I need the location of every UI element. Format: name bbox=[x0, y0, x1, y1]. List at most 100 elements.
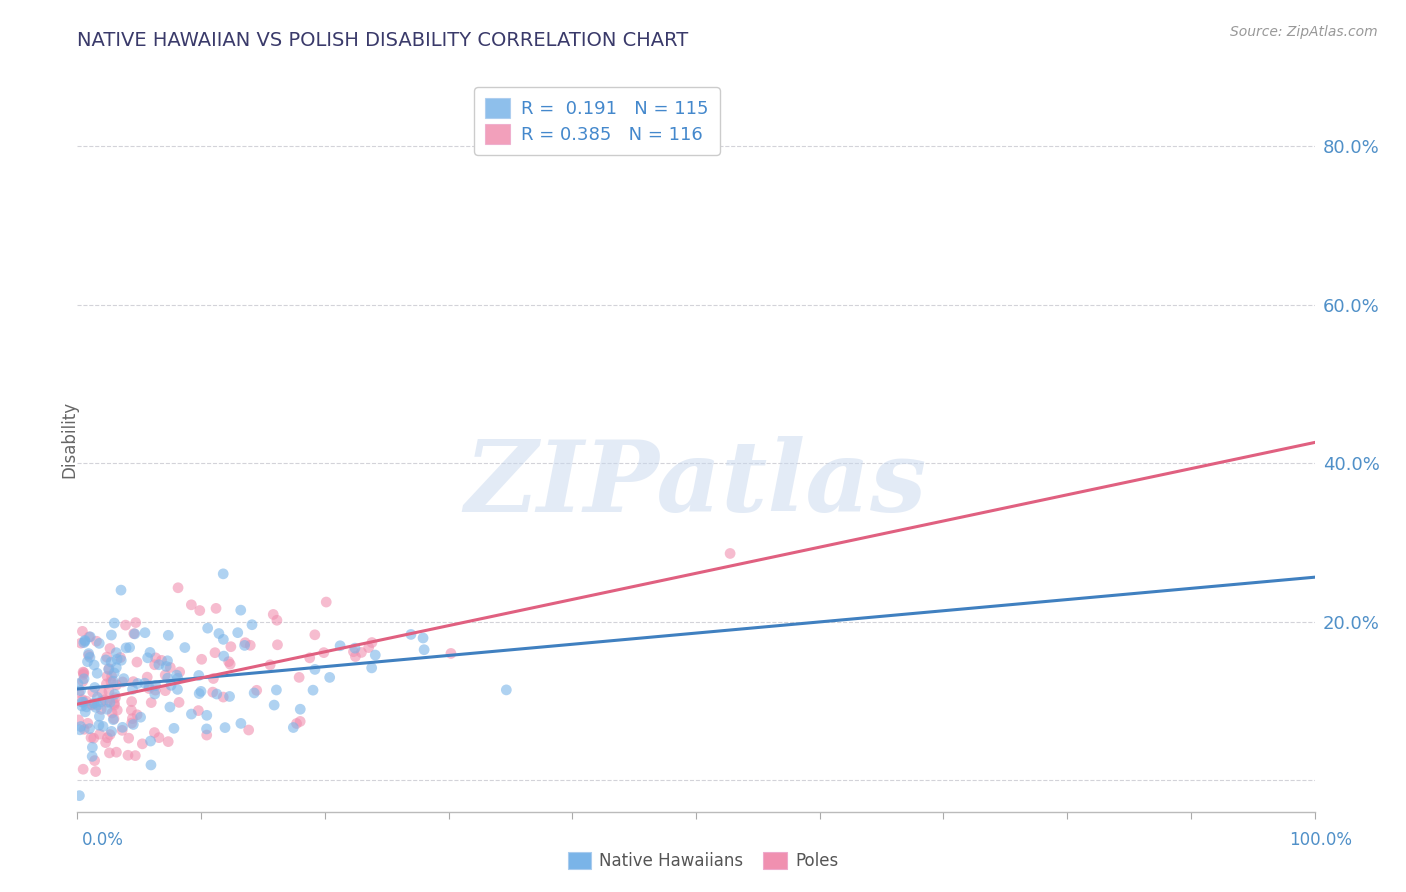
Point bbox=[190, 684, 212, 698]
Point bbox=[122, 626, 145, 640]
Point bbox=[87, 718, 110, 732]
Point bbox=[125, 655, 148, 669]
Point bbox=[156, 671, 179, 685]
Point bbox=[290, 714, 312, 729]
Point bbox=[399, 627, 422, 641]
Point bbox=[103, 713, 125, 727]
Point bbox=[329, 639, 352, 653]
Point bbox=[201, 685, 224, 699]
Point bbox=[76, 655, 98, 669]
Point bbox=[91, 686, 114, 700]
Point bbox=[187, 704, 209, 718]
Point bbox=[360, 661, 382, 675]
Point bbox=[342, 645, 364, 659]
Point bbox=[73, 723, 96, 737]
Point bbox=[263, 698, 285, 712]
Point bbox=[101, 706, 124, 720]
Point bbox=[103, 665, 125, 680]
Point bbox=[111, 720, 134, 734]
Point bbox=[124, 627, 146, 641]
Point bbox=[79, 722, 101, 736]
Point bbox=[110, 583, 132, 598]
Point bbox=[166, 668, 188, 682]
Point bbox=[233, 639, 256, 653]
Point bbox=[180, 707, 202, 722]
Point bbox=[124, 748, 146, 763]
Point bbox=[70, 695, 93, 709]
Point bbox=[440, 647, 463, 661]
Point bbox=[104, 687, 127, 701]
Point bbox=[204, 646, 226, 660]
Point bbox=[180, 598, 202, 612]
Point bbox=[239, 638, 262, 652]
Point bbox=[302, 683, 325, 698]
Point bbox=[86, 698, 108, 712]
Point bbox=[69, 723, 91, 737]
Point bbox=[73, 633, 96, 648]
Point bbox=[75, 705, 97, 719]
Point bbox=[83, 657, 105, 672]
Point bbox=[218, 655, 240, 669]
Point bbox=[76, 716, 98, 731]
Point bbox=[718, 546, 741, 560]
Point bbox=[72, 665, 94, 679]
Point bbox=[75, 694, 97, 708]
Point bbox=[143, 687, 166, 701]
Point bbox=[143, 725, 166, 739]
Point bbox=[73, 636, 96, 650]
Point bbox=[89, 709, 111, 723]
Point bbox=[100, 674, 122, 689]
Point bbox=[91, 719, 114, 733]
Point bbox=[212, 566, 235, 581]
Text: ZIPatlas: ZIPatlas bbox=[465, 436, 927, 533]
Point bbox=[304, 628, 326, 642]
Point bbox=[315, 595, 337, 609]
Point bbox=[96, 731, 118, 745]
Point bbox=[262, 607, 284, 622]
Point bbox=[229, 716, 252, 731]
Point bbox=[318, 670, 340, 684]
Point bbox=[77, 630, 100, 644]
Point bbox=[96, 695, 118, 709]
Point bbox=[97, 662, 120, 676]
Point bbox=[73, 672, 96, 686]
Point bbox=[127, 707, 149, 722]
Point bbox=[94, 736, 117, 750]
Point bbox=[69, 683, 91, 698]
Point bbox=[219, 640, 242, 654]
Point bbox=[82, 749, 104, 764]
Point bbox=[72, 695, 94, 709]
Point bbox=[103, 615, 125, 630]
Point bbox=[96, 669, 118, 683]
Point bbox=[72, 674, 94, 689]
Point bbox=[67, 789, 90, 803]
Point bbox=[139, 734, 162, 748]
Point bbox=[266, 683, 288, 698]
Point bbox=[80, 698, 103, 712]
Point bbox=[188, 687, 211, 701]
Point bbox=[103, 698, 125, 712]
Point bbox=[155, 683, 177, 698]
Point bbox=[350, 645, 373, 659]
Point bbox=[82, 685, 104, 699]
Point bbox=[69, 719, 91, 733]
Point bbox=[82, 698, 104, 712]
Legend: R =  0.191   N = 115, R = 0.385   N = 116: R = 0.191 N = 115, R = 0.385 N = 116 bbox=[474, 87, 720, 155]
Point bbox=[79, 650, 101, 665]
Point bbox=[190, 652, 212, 666]
Point bbox=[105, 745, 128, 759]
Point bbox=[159, 700, 181, 714]
Point bbox=[136, 650, 159, 665]
Point bbox=[243, 686, 266, 700]
Point bbox=[105, 652, 128, 666]
Point bbox=[364, 648, 387, 662]
Point bbox=[97, 662, 120, 676]
Point bbox=[240, 617, 263, 632]
Point bbox=[84, 764, 107, 779]
Point bbox=[155, 668, 177, 682]
Point bbox=[188, 603, 211, 617]
Point bbox=[233, 636, 256, 650]
Point bbox=[495, 682, 517, 697]
Point bbox=[121, 716, 143, 731]
Point bbox=[160, 678, 183, 692]
